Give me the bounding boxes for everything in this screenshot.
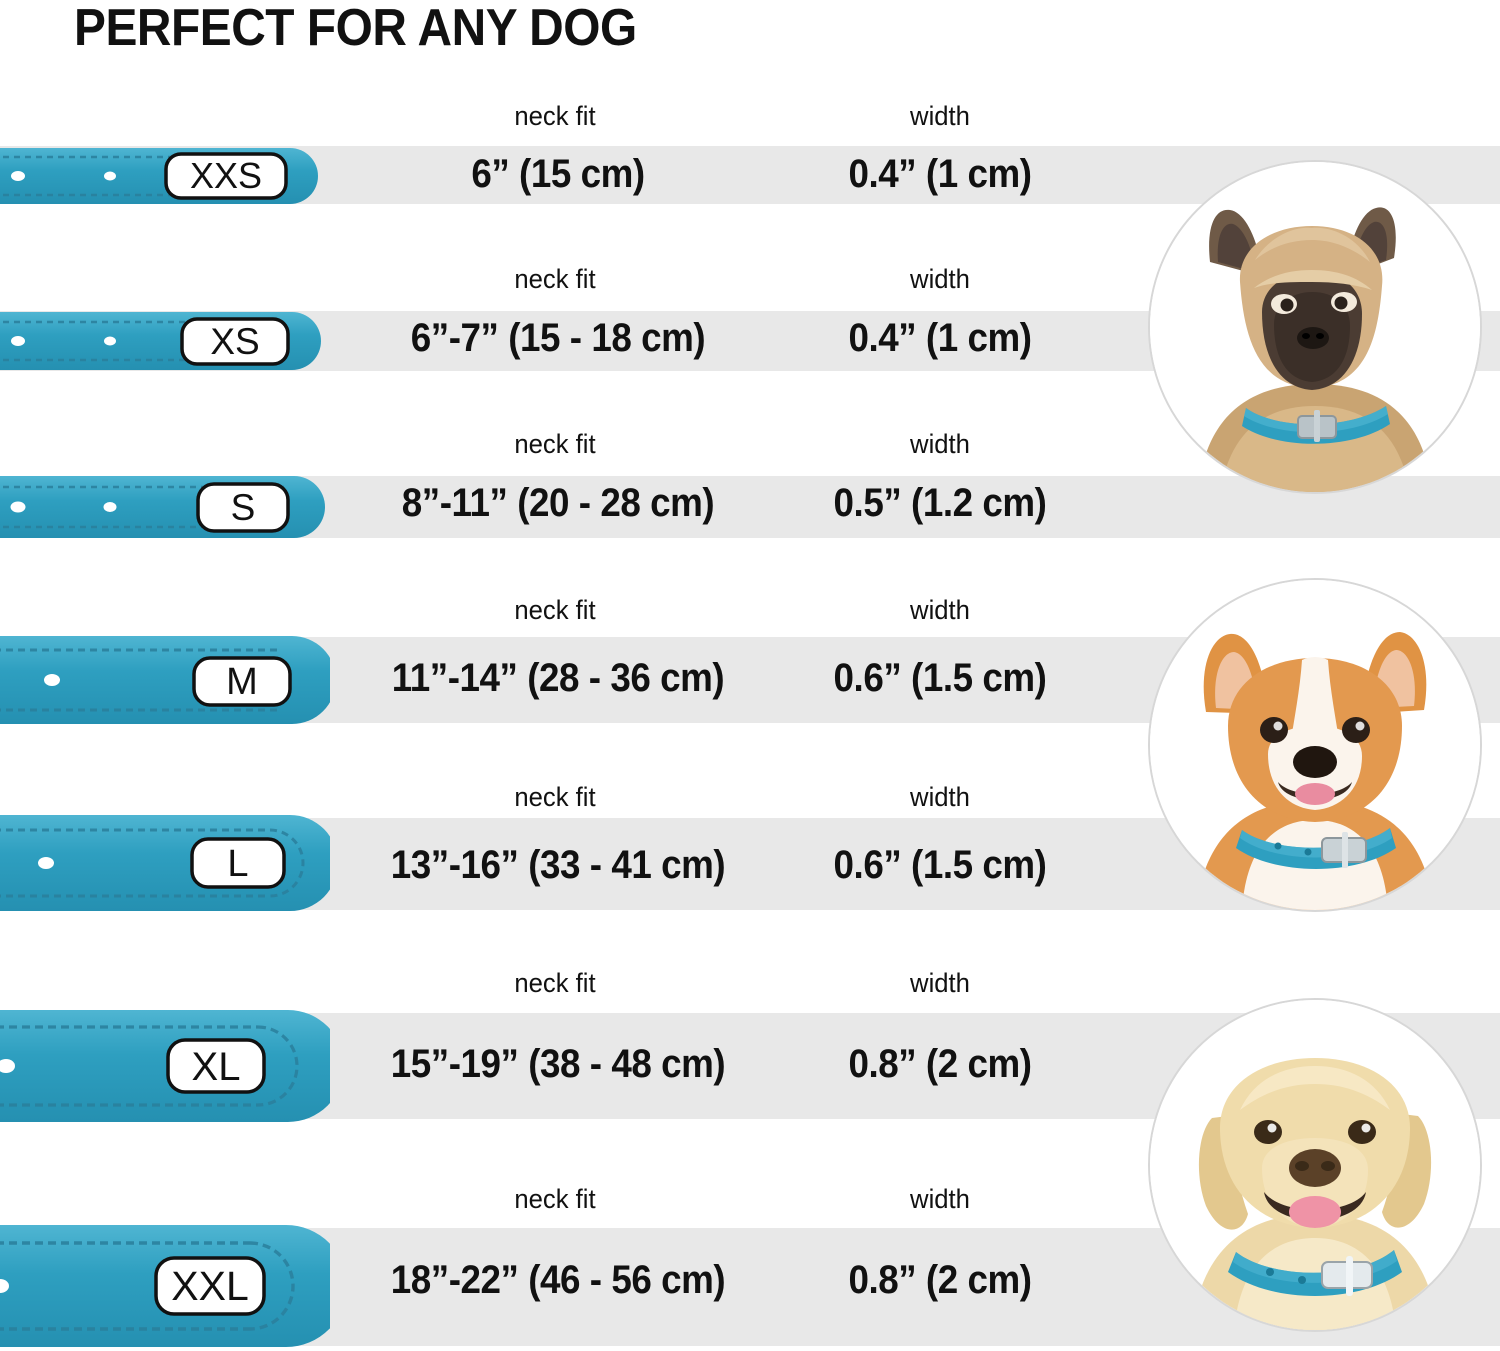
column-header-width: width xyxy=(910,264,970,294)
column-header-neck-fit: neck fit xyxy=(514,595,596,625)
size-badge-label-xxs: XXS xyxy=(190,155,262,196)
column-header-width: width xyxy=(910,782,970,812)
collar-graphic-xxl: XXL xyxy=(0,1222,330,1350)
column-header-neck-fit: neck fit xyxy=(514,1184,596,1214)
neck-fit-value: 6” (15 cm) xyxy=(471,152,645,196)
column-header-width: width xyxy=(910,1184,970,1214)
neck-fit-value: 13”-16” (33 - 41 cm) xyxy=(390,843,726,887)
dog-photo-cairn-terrier xyxy=(1148,160,1482,494)
column-header-width: width xyxy=(910,968,970,998)
corgi-illustration xyxy=(1150,580,1480,910)
width-value: 0.4” (1 cm) xyxy=(848,152,1032,196)
column-header-neck-fit: neck fit xyxy=(514,429,596,459)
neck-fit-value: 6”-7” (15 - 18 cm) xyxy=(410,316,706,360)
column-header-neck-fit: neck fit xyxy=(514,264,596,294)
dog-photo-yellow-labrador xyxy=(1148,998,1482,1332)
neck-fit-value: 18”-22” (46 - 56 cm) xyxy=(390,1258,726,1302)
width-value: 0.8” (2 cm) xyxy=(848,1042,1032,1086)
column-header-neck-fit: neck fit xyxy=(514,101,596,131)
collar-graphic-xs: XS xyxy=(0,310,330,372)
column-header-width: width xyxy=(910,595,970,625)
size-badge-label-l: L xyxy=(227,843,248,885)
neck-fit-value: 15”-19” (38 - 48 cm) xyxy=(390,1042,726,1086)
size-badge-label-xs: XS xyxy=(210,321,259,362)
collar-graphic-s: S xyxy=(0,474,330,540)
collar-graphic-l: L xyxy=(0,812,330,914)
collar-graphic-xl: XL xyxy=(0,1007,330,1125)
column-header-neck-fit: neck fit xyxy=(514,782,596,812)
width-value: 0.6” (1.5 cm) xyxy=(833,656,1047,700)
size-badge-label-xl: XL xyxy=(192,1045,241,1089)
width-value: 0.6” (1.5 cm) xyxy=(833,843,1047,887)
collar-graphic-xxs: XXS xyxy=(0,146,330,206)
size-badge-label-m: M xyxy=(226,661,258,703)
column-header-width: width xyxy=(910,429,970,459)
neck-fit-value: 11”-14” (28 - 36 cm) xyxy=(391,656,725,700)
size-badge-label-s: S xyxy=(231,487,256,528)
labrador-illustration xyxy=(1150,1000,1480,1330)
collar-graphic-m: M xyxy=(0,633,330,727)
size-badge-label-xxl: XXL xyxy=(171,1263,249,1309)
terrier-illustration xyxy=(1150,162,1480,492)
width-value: 0.8” (2 cm) xyxy=(848,1258,1032,1302)
neck-fit-value: 8”-11” (20 - 28 cm) xyxy=(401,481,715,525)
dog-photo-pembroke-welsh-corgi xyxy=(1148,578,1482,912)
page-title: PERFECT FOR ANY DOG xyxy=(74,0,637,57)
column-header-width: width xyxy=(910,101,970,131)
width-value: 0.4” (1 cm) xyxy=(848,316,1032,360)
column-header-neck-fit: neck fit xyxy=(514,968,596,998)
width-value: 0.5” (1.2 cm) xyxy=(833,481,1047,525)
